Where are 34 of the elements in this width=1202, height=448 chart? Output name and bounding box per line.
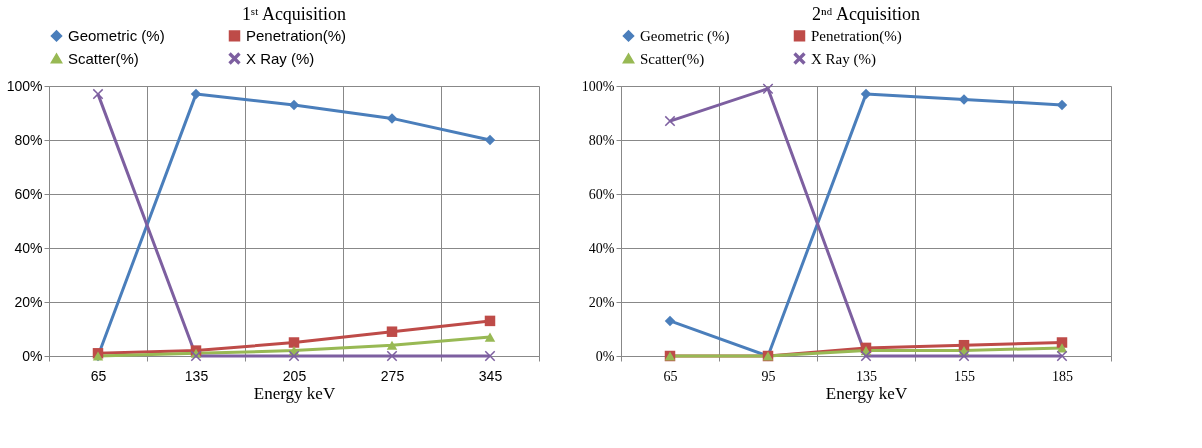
x-tick-label: 65: [90, 367, 107, 384]
legend-label: Penetration(%): [811, 27, 902, 45]
x-axis-title: Energy keV: [825, 383, 908, 403]
legend-label: Geometric (%): [68, 26, 165, 44]
y-tick-label: 60%: [588, 186, 615, 202]
x-tick-label: 275: [380, 367, 405, 384]
y-tick-label: 40%: [14, 239, 43, 256]
y-tick-label: 20%: [588, 294, 615, 310]
y-tick-label: 20%: [14, 293, 43, 310]
x-tick-label: 65: [663, 368, 678, 384]
y-tick-label: 80%: [14, 131, 43, 148]
x-tick-label: 135: [856, 368, 877, 384]
x-tick-label: 345: [478, 367, 503, 384]
legend-label: Penetration(%): [246, 26, 347, 44]
legend-label: X Ray (%): [811, 50, 876, 68]
x-tick-label: 95: [761, 368, 776, 384]
legend-label: Geometric (%): [640, 27, 730, 45]
y-tick-label: 40%: [588, 240, 615, 256]
y-tick-label: 0%: [22, 347, 43, 364]
legend-label: Scatter(%): [640, 50, 705, 68]
x-axis-title: Energy keV: [253, 383, 336, 403]
chart-title: 1ˢᵗ Acquisition: [242, 4, 346, 24]
y-tick-label: 60%: [14, 185, 43, 202]
legend-label: X Ray (%): [246, 49, 315, 67]
chart-title: 2ⁿᵈ Acquisition: [812, 4, 920, 24]
y-tick-label: 80%: [588, 132, 615, 148]
y-tick-label: 100%: [581, 78, 615, 94]
y-tick-label: 0%: [595, 348, 615, 364]
x-tick-label: 185: [1052, 368, 1073, 384]
y-tick-label: 100%: [6, 77, 43, 94]
legend-label: Scatter(%): [68, 49, 139, 67]
x-tick-label: 135: [184, 367, 209, 384]
x-tick-label: 205: [282, 367, 307, 384]
x-tick-label: 155: [954, 368, 975, 384]
